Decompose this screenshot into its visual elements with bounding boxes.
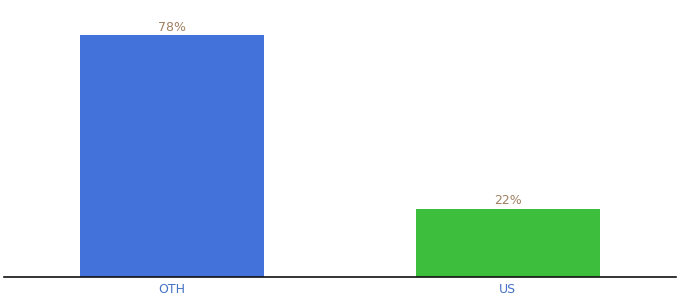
Text: 78%: 78% <box>158 21 186 34</box>
Bar <box>80 35 265 277</box>
Bar <box>415 209 600 277</box>
Text: 22%: 22% <box>494 194 522 207</box>
